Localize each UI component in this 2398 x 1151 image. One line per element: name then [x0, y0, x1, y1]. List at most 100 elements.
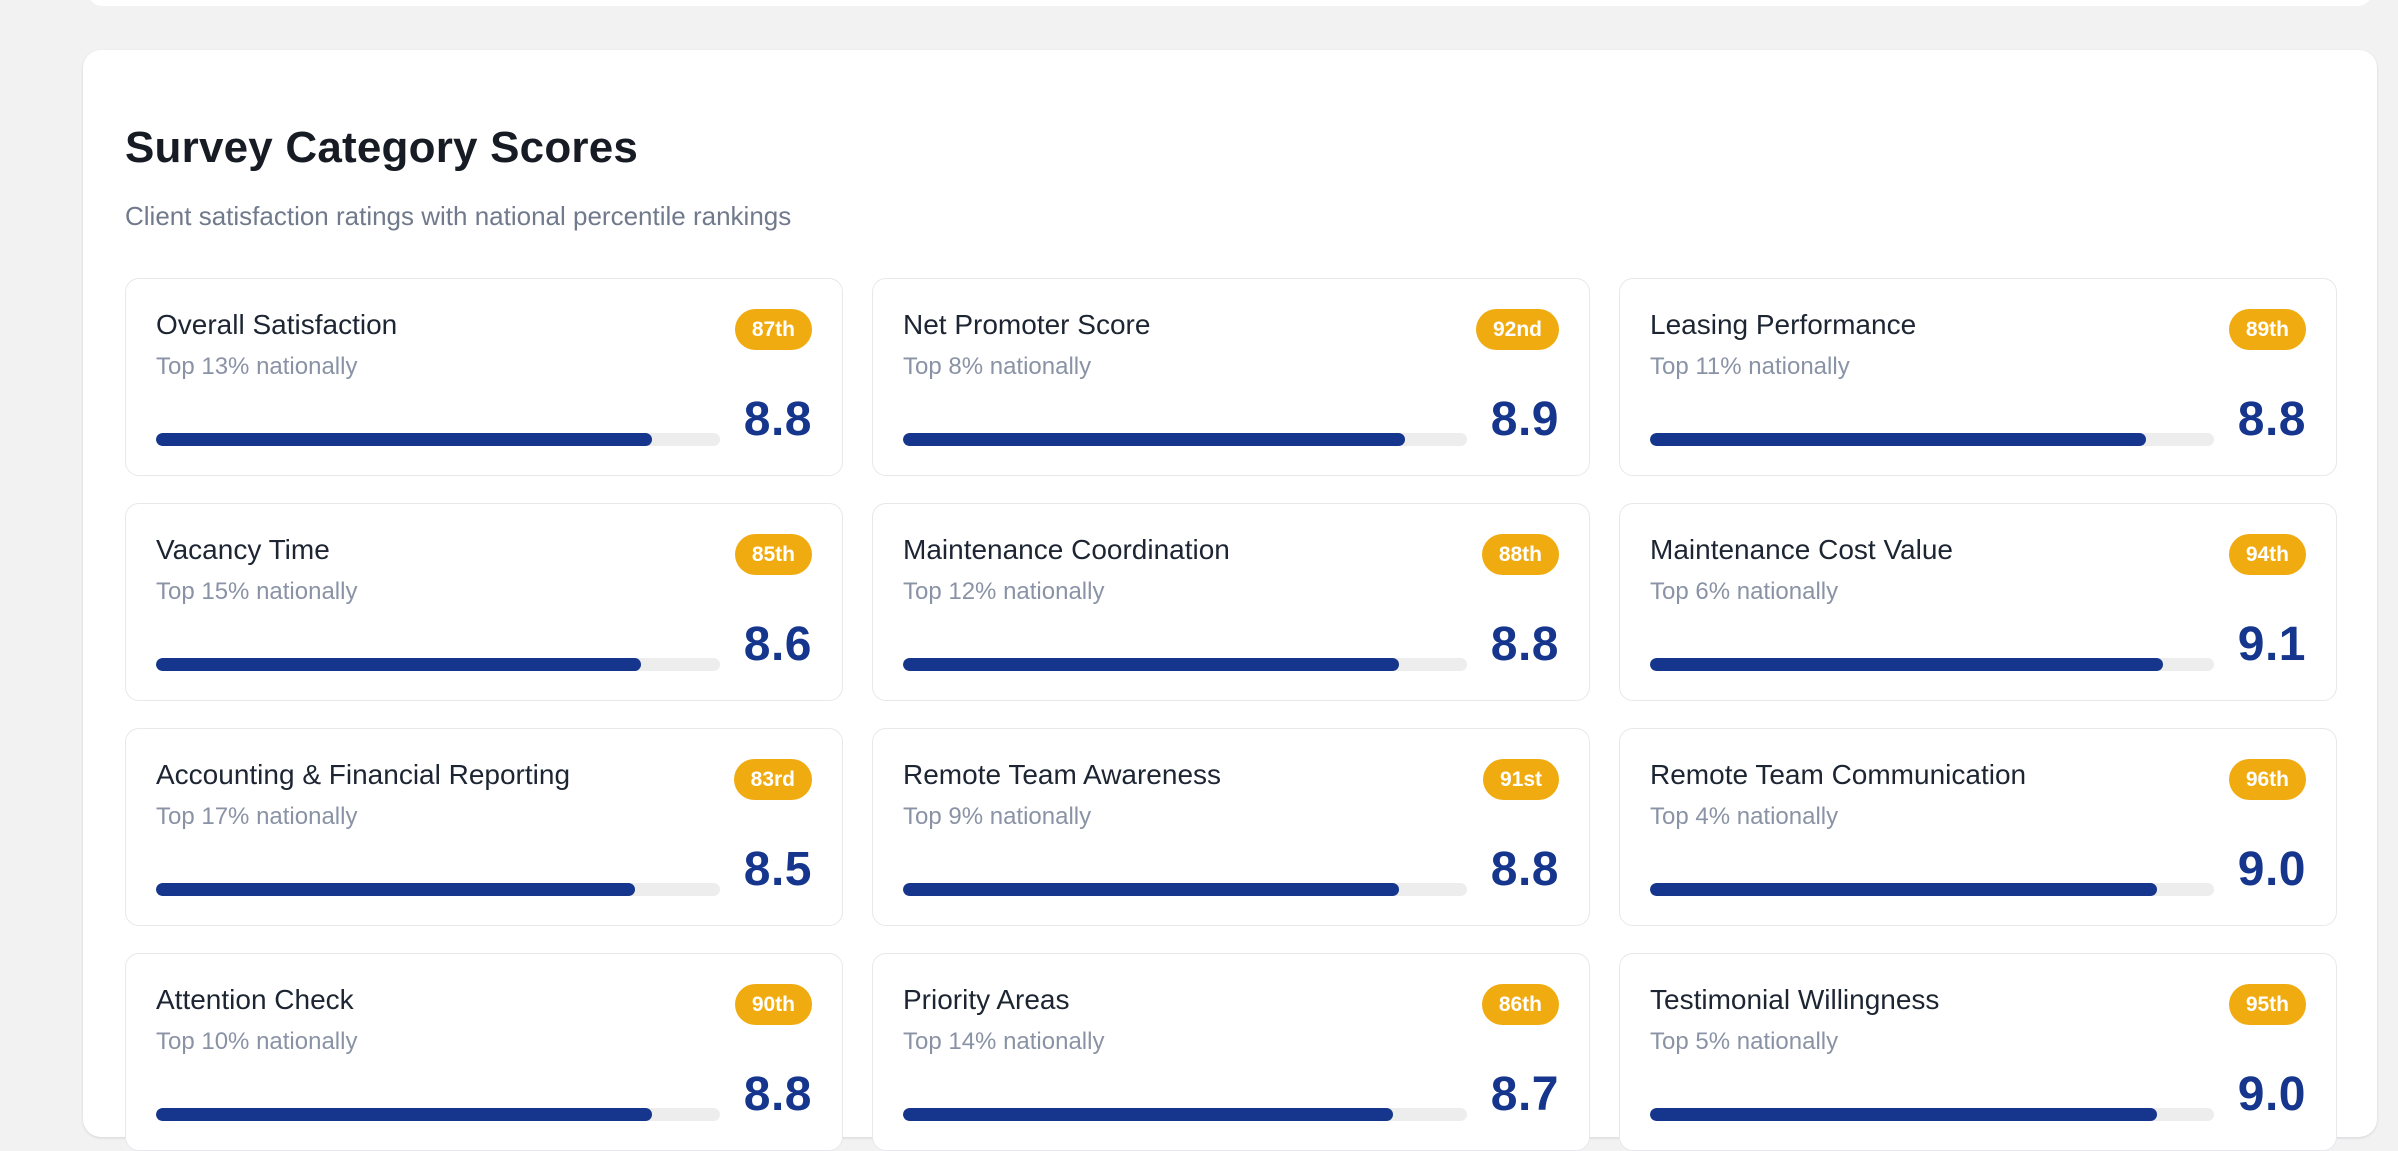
- page-subtitle: Client satisfaction ratings with nationa…: [125, 201, 792, 232]
- score-bar-fill: [156, 883, 636, 897]
- score-bar-row: 8.6: [156, 617, 812, 672]
- national-rank-text: Top 12% nationally: [903, 578, 1105, 606]
- score-card: Accounting & Financial Reporting Top 17%…: [125, 728, 843, 927]
- score-value: 8.5: [743, 842, 812, 896]
- national-rank-text: Top 13% nationally: [156, 353, 358, 381]
- score-bar-row: 8.8: [903, 842, 1559, 897]
- score-bar-row: 9.0: [1650, 845, 2306, 897]
- card-header: Remote Team Awareness Top 9% nationally …: [903, 759, 1559, 831]
- percentile-badge: 91st: [1482, 759, 1559, 801]
- score-bar-row: 8.9: [903, 392, 1559, 447]
- national-rank-text: Top 17% nationally: [156, 803, 358, 831]
- national-rank-text: Top 14% nationally: [903, 1028, 1105, 1056]
- national-rank-text: Top 5% nationally: [1650, 1028, 1839, 1056]
- category-title: Accounting & Financial Reporting: [156, 759, 571, 791]
- score-card: Vacancy Time Top 15% nationally 85th 8.6: [125, 503, 843, 702]
- score-bar-row: 8.8: [156, 395, 812, 447]
- score-bar-fill: [156, 433, 653, 447]
- card-header: Leasing Performance Top 11% nationally 8…: [1650, 309, 2306, 381]
- survey-category-scores-panel: Survey Category Scores Client satisfacti…: [83, 50, 2377, 1151]
- national-rank-text: Top 4% nationally: [1650, 803, 1839, 831]
- score-bar-fill: [1650, 658, 2164, 672]
- category-title: Attention Check: [156, 984, 354, 1016]
- percentile-badge: 92nd: [1475, 309, 1559, 351]
- category-title: Remote Team Communication: [1650, 759, 2027, 791]
- score-card: Net Promoter Score Top 8% nationally 92n…: [872, 278, 1590, 477]
- score-value: 8.9: [1490, 392, 1559, 446]
- national-rank-text: Top 9% nationally: [903, 803, 1092, 831]
- score-bar-track: [903, 658, 1467, 672]
- score-bar-row: 8.5: [156, 842, 812, 897]
- national-rank-text: Top 15% nationally: [156, 578, 358, 606]
- score-card: Maintenance Coordination Top 12% nationa…: [872, 503, 1590, 702]
- percentile-badge: 96th: [2228, 759, 2306, 801]
- score-value: 8.7: [1490, 1067, 1559, 1121]
- score-value: 9.0: [2237, 1067, 2306, 1121]
- card-header-text: Attention Check Top 10% nationally: [156, 984, 357, 1056]
- card-header: Attention Check Top 10% nationally 90th: [156, 984, 812, 1056]
- score-bar-fill: [903, 883, 1400, 897]
- score-card: Maintenance Cost Value Top 6% nationally…: [1619, 503, 2337, 702]
- score-bar-track: [903, 883, 1467, 897]
- percentile-badge: 87th: [734, 309, 812, 351]
- card-header-text: Overall Satisfaction Top 13% nationally: [156, 309, 397, 381]
- score-card: Remote Team Awareness Top 9% nationally …: [872, 728, 1590, 927]
- score-card: Priority Areas Top 14% nationally 86th 8…: [872, 953, 1590, 1151]
- card-header: Testimonial Willingness Top 5% nationall…: [1650, 984, 2306, 1056]
- score-bar-row: 9.0: [1650, 1067, 2306, 1122]
- category-title: Leasing Performance: [1650, 309, 1917, 341]
- card-header: Net Promoter Score Top 8% nationally 92n…: [903, 309, 1559, 381]
- score-bar-track: [156, 658, 720, 672]
- card-header: Accounting & Financial Reporting Top 17%…: [156, 759, 812, 831]
- score-value: 8.8: [743, 1067, 812, 1121]
- category-title: Overall Satisfaction: [156, 309, 398, 341]
- card-header-text: Leasing Performance Top 11% nationally: [1650, 309, 1916, 381]
- score-card: Attention Check Top 10% nationally 90th …: [125, 953, 843, 1151]
- score-bar-fill: [156, 658, 641, 672]
- score-bar-row: 8.7: [903, 1067, 1559, 1122]
- score-value: 8.8: [1490, 617, 1559, 671]
- score-bar-row: 8.8: [156, 1067, 812, 1122]
- score-bar-fill: [1650, 883, 2158, 897]
- category-title: Priority Areas: [903, 984, 1070, 1016]
- category-title: Net Promoter Score: [903, 309, 1151, 341]
- page-title: Survey Category Scores: [125, 123, 639, 173]
- score-bar-fill: [903, 1108, 1394, 1122]
- percentile-badge: 90th: [734, 984, 812, 1026]
- score-card: Remote Team Communication Top 4% nationa…: [1619, 728, 2337, 927]
- score-bar-fill: [1650, 433, 2147, 447]
- category-title: Testimonial Willingness: [1650, 984, 1940, 1016]
- score-bar-track: [1650, 658, 2214, 672]
- national-rank-text: Top 11% nationally: [1650, 353, 1850, 381]
- card-header-text: Priority Areas Top 14% nationally: [903, 984, 1104, 1056]
- card-header: Overall Satisfaction Top 13% nationally …: [156, 309, 812, 381]
- card-header-text: Remote Team Awareness Top 9% nationally: [903, 759, 1221, 831]
- percentile-badge: 95th: [2228, 984, 2306, 1026]
- card-header-text: Maintenance Coordination Top 12% nationa…: [903, 534, 1230, 606]
- card-header: Maintenance Coordination Top 12% nationa…: [903, 534, 1559, 606]
- score-bar-row: 9.1: [1650, 617, 2306, 672]
- score-value: 9.1: [2237, 617, 2306, 671]
- partial-card-above: [88, 0, 2372, 6]
- score-bar-track: [156, 883, 720, 897]
- card-header-text: Accounting & Financial Reporting Top 17%…: [156, 759, 570, 831]
- score-bar-fill: [903, 433, 1405, 447]
- category-title: Maintenance Coordination: [903, 534, 1230, 566]
- score-bar-track: [1650, 883, 2214, 897]
- score-bar-row: 8.8: [903, 617, 1559, 672]
- score-bar-track: [1650, 1108, 2214, 1122]
- card-header-text: Remote Team Communication Top 4% nationa…: [1650, 759, 2026, 831]
- percentile-badge: 86th: [1481, 984, 1559, 1026]
- percentile-badge: 83rd: [733, 759, 812, 801]
- score-value: 8.8: [1490, 842, 1559, 896]
- score-bar-fill: [1650, 1108, 2158, 1122]
- card-header: Vacancy Time Top 15% nationally 85th: [156, 534, 812, 606]
- score-bar-row: 8.8: [1650, 392, 2306, 447]
- score-value: 8.6: [743, 617, 812, 671]
- percentile-badge: 88th: [1481, 534, 1559, 576]
- score-value: 8.8: [2237, 392, 2306, 446]
- score-card: Leasing Performance Top 11% nationally 8…: [1619, 278, 2337, 477]
- score-bar-fill: [156, 1108, 653, 1122]
- score-card: Testimonial Willingness Top 5% nationall…: [1619, 953, 2337, 1151]
- card-header-text: Net Promoter Score Top 8% nationally: [903, 309, 1150, 381]
